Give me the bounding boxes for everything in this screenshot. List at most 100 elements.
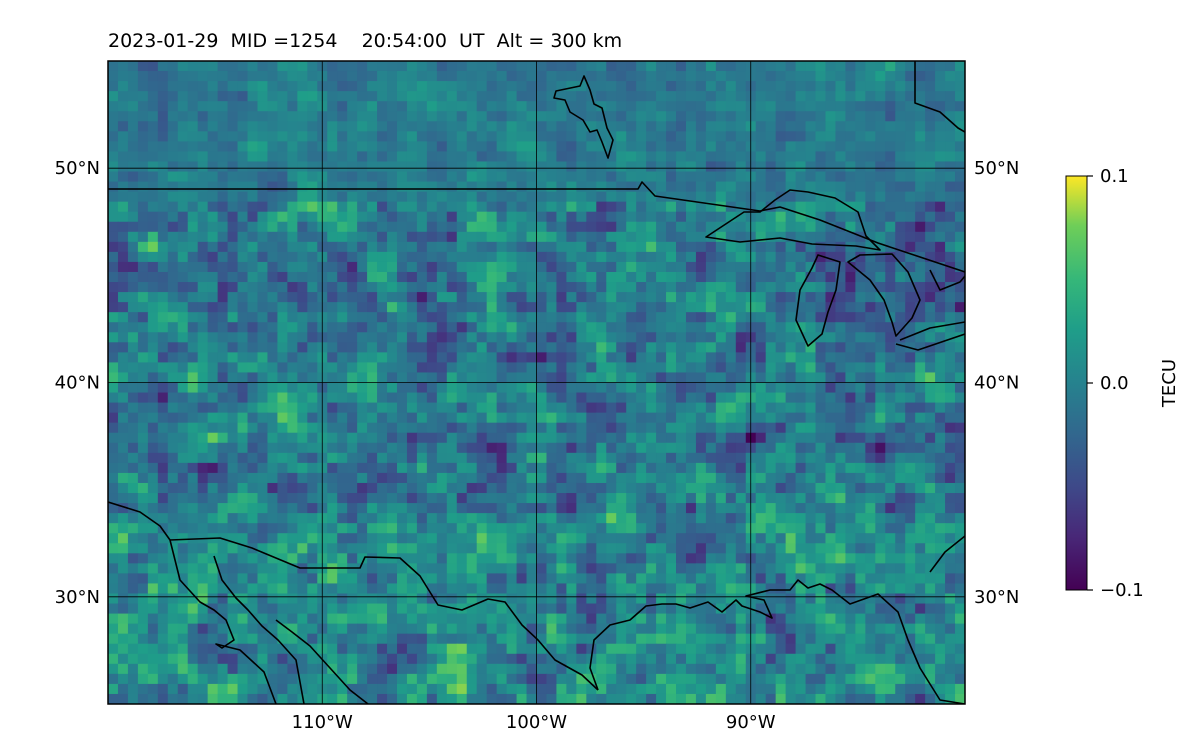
heat-cell — [805, 312, 817, 323]
heat-cell — [616, 121, 627, 132]
heat-cell — [377, 553, 388, 564]
heat-cell — [396, 181, 408, 193]
heat-cell — [207, 231, 219, 243]
heat-cell — [406, 452, 418, 464]
heat-cell — [436, 61, 448, 72]
heat-cell — [337, 593, 348, 605]
heat-cell — [496, 292, 508, 303]
heat-cell — [676, 392, 687, 404]
heat-cell — [636, 493, 647, 504]
heat-cell — [875, 422, 886, 434]
heat-cell — [406, 382, 418, 394]
heat-cell — [367, 282, 378, 293]
heat-cell — [486, 342, 498, 353]
heat-cell — [855, 302, 866, 313]
heat-cell — [955, 543, 965, 554]
heat-cell — [108, 121, 119, 132]
heat-cell — [646, 352, 657, 364]
heat-cell — [187, 603, 199, 615]
heat-cell — [695, 402, 707, 414]
heat-cell — [496, 141, 508, 153]
heat-cell — [257, 131, 269, 142]
heat-cell — [436, 553, 448, 564]
heat-cell — [157, 553, 169, 564]
heat-cell — [496, 61, 508, 72]
heat-cell — [855, 251, 866, 263]
heat-cell — [695, 342, 707, 353]
heat-cell — [416, 191, 428, 203]
heat-cell — [307, 342, 318, 353]
heat-cell — [626, 332, 637, 343]
heat-cell — [367, 71, 378, 82]
heat-cell — [287, 392, 298, 404]
heat-cell — [576, 613, 587, 625]
heat-cell — [337, 372, 348, 384]
heat-cell — [387, 593, 398, 605]
heat-cell — [157, 523, 169, 534]
heat-cell — [337, 362, 348, 374]
heat-cell — [825, 332, 837, 343]
heat-cell — [815, 452, 827, 464]
heat-cell — [566, 513, 577, 524]
heat-cell — [108, 91, 119, 102]
heat-cell — [327, 472, 338, 484]
heat-cell — [815, 342, 827, 353]
heat-cell — [108, 603, 119, 615]
heat-cell — [466, 231, 478, 243]
heat-cell — [277, 71, 288, 82]
heat-cell — [935, 141, 946, 153]
heat-cell — [466, 352, 478, 364]
heat-cell — [307, 623, 318, 635]
heat-cell — [108, 432, 119, 444]
heat-cell — [795, 322, 807, 333]
heat-cell — [576, 201, 587, 213]
heat-cell — [466, 332, 478, 343]
heat-cell — [466, 432, 478, 444]
heat-cell — [167, 382, 179, 394]
heat-cell — [426, 513, 438, 524]
heat-cell — [845, 563, 856, 574]
heat-cell — [815, 101, 827, 112]
heat-cell — [377, 71, 388, 82]
heat-cell — [247, 402, 259, 414]
heat-cell — [586, 633, 597, 645]
heat-cell — [815, 543, 827, 554]
heat-cell — [267, 161, 279, 173]
heat-cell — [905, 111, 916, 122]
heat-cell — [656, 111, 667, 122]
heat-cell — [277, 503, 288, 514]
heat-cell — [207, 332, 219, 343]
heat-cell — [387, 573, 398, 585]
heat-cell — [646, 573, 657, 585]
heat-cell — [436, 503, 448, 514]
heat-cell — [865, 141, 876, 153]
heat-cell — [715, 251, 727, 263]
heat-cell — [755, 221, 767, 233]
heat-cell — [426, 312, 438, 323]
heat-cell — [506, 251, 518, 263]
heat-cell — [626, 211, 637, 223]
heat-cell — [137, 583, 149, 595]
heat-cell — [177, 181, 189, 193]
heat-cell — [596, 241, 607, 253]
heat-cell — [915, 613, 926, 625]
heat-cell — [755, 332, 767, 343]
heat-cell — [137, 312, 149, 323]
heat-cell — [626, 603, 637, 615]
heat-cell — [456, 372, 468, 384]
heat-cell — [765, 402, 777, 414]
heat-cell — [466, 261, 478, 273]
heat-cell — [436, 81, 448, 92]
heat-cell — [167, 131, 179, 142]
heat-cell — [416, 553, 428, 564]
heat-cell — [905, 472, 916, 484]
heat-cell — [955, 161, 965, 173]
heat-cell — [875, 161, 886, 173]
heat-cell — [127, 472, 139, 484]
heat-cell — [905, 633, 916, 645]
heat-cell — [177, 211, 189, 223]
heat-cell — [626, 472, 637, 484]
heat-cell — [636, 342, 647, 353]
heat-cell — [277, 312, 288, 323]
heat-cell — [895, 201, 906, 213]
